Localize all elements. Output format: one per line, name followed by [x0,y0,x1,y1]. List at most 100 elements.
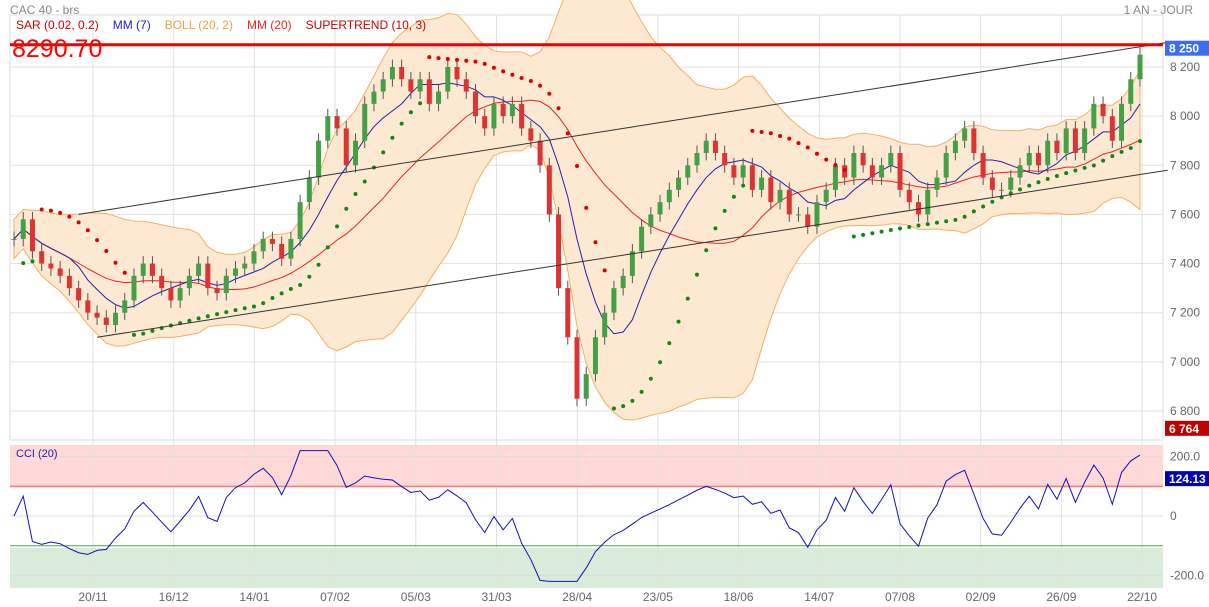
sar-dot [131,332,136,337]
low-price-badge-bg [1165,420,1209,436]
candle [113,312,119,325]
sar-dot [971,209,976,214]
sar-dot [76,220,81,225]
sar-dot [778,133,783,138]
candle [860,152,866,166]
sar-dot [824,157,829,162]
sar-dot [621,404,626,409]
sar-dot [445,57,450,62]
sar-dot [1018,187,1023,192]
sar-dot [455,57,460,62]
cci-neutral-zone [10,488,1163,548]
candle [740,165,746,178]
candle [1035,152,1041,166]
sar-dot [242,306,247,311]
sar-dot [325,245,330,250]
legend-item[interactable]: MM (20) [246,18,292,32]
sar-dot [288,286,293,291]
candle [472,91,478,117]
cci-line [13,450,1141,582]
candle [103,317,109,325]
candle [832,165,838,190]
x-tick-label: 20/11 [78,590,107,604]
y-tick-label: 7 800 [1170,158,1200,172]
candle [528,128,534,141]
candle [915,202,921,215]
bollinger-band [13,0,1141,421]
period-selector[interactable]: 1 AN - JOUR [1123,3,1193,17]
sar-dot [261,301,266,306]
sar-dot [861,232,866,237]
current-price-badge-bg [1165,40,1209,56]
candle [879,165,885,178]
legend-item[interactable]: MM (7) [112,18,151,32]
sar-dot [104,248,109,253]
legend-item[interactable]: BOLL (20, 2) [164,18,233,32]
sar-dot [95,238,100,243]
sar-dot [759,130,764,135]
x-tick-label: 31/03 [481,590,511,604]
cci-overbought-zone [10,445,1163,488]
candle [786,189,792,215]
candle [703,140,709,153]
candle [565,288,571,338]
candle [362,103,368,141]
x-tick-label: 18/06 [724,590,754,604]
candle [1082,128,1088,153]
sar-dot [67,214,72,219]
candle [177,288,183,301]
sar-dot [464,58,469,63]
candle [768,177,774,203]
sar-dot [805,145,810,150]
candle [48,263,54,269]
sar-dot [1110,154,1115,159]
sar-dot [1064,171,1069,176]
sar-dot [584,205,589,210]
sar-dot [48,208,53,213]
sar-dot [205,314,210,319]
sar-dot [528,79,533,84]
candle [39,251,45,264]
sar-dot [1054,173,1059,178]
legend-item[interactable]: SAR (0.02, 0.2) [16,18,99,32]
sar-dot [741,183,746,188]
candle [288,238,294,259]
low-price-badge: 6 764 [1169,422,1199,436]
candle [519,103,525,129]
x-tick-label: 28/04 [562,590,592,604]
x-tick-label: 23/05 [643,590,673,604]
sar-dot [768,131,773,136]
candle [943,152,949,178]
cci-label: CCI (20) [16,448,58,460]
sar-dot [1082,165,1087,170]
sar-dot [344,206,349,211]
y-tick-label: 8 200 [1170,60,1200,74]
x-tick-label: 16/12 [159,590,189,604]
candle [574,337,580,399]
candle [316,140,322,178]
candle [1017,165,1023,178]
candle [186,275,192,289]
chart-title: CAC 40 - brs [10,3,80,17]
candle [999,189,1005,191]
sar-dot [1027,183,1032,188]
sar-dot [787,136,792,141]
sar-dot [667,341,672,346]
candle [851,152,857,178]
candle [242,263,248,269]
legend-item[interactable]: SUPERTREND (10, 3) [305,18,427,32]
sar-dot [473,59,478,64]
candle [260,238,266,252]
candle [94,312,100,318]
sar-dot [676,319,681,324]
sar-dot [833,162,838,167]
x-tick-label: 14/07 [804,590,834,604]
y-tick-label: 7 600 [1170,207,1200,221]
sar-dot [408,110,413,115]
mm20-line [13,99,1141,290]
sar-dot [1101,158,1106,163]
sar-dot [482,61,487,66]
sar-dot [907,224,912,229]
